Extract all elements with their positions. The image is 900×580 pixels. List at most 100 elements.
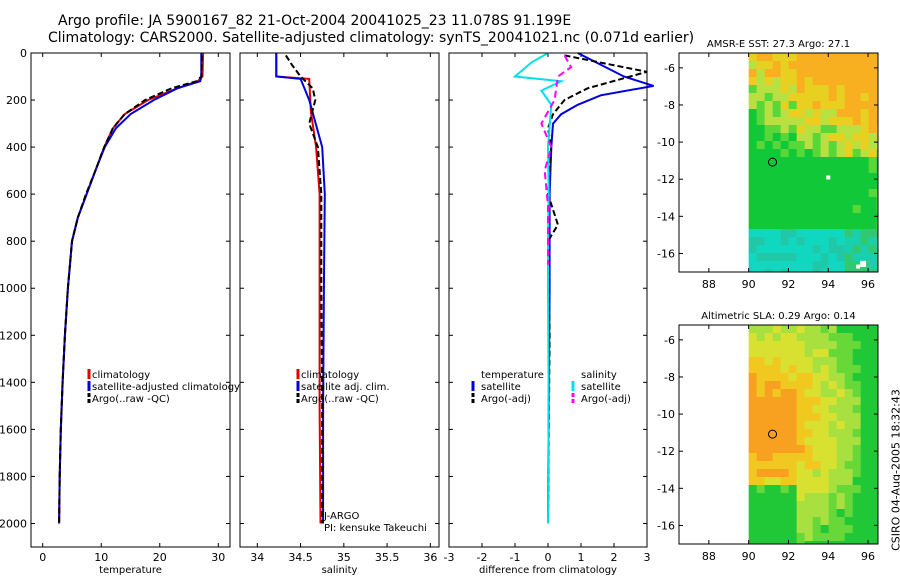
heatmap-cell [788,333,797,342]
heatmap-cell [828,141,837,150]
heatmap-cell [764,453,773,462]
heatmap-cell [788,525,797,534]
heatmap-cell [828,93,837,102]
heatmap-cell [868,381,877,390]
heatmap-cell [764,61,773,70]
heatmap-cell [868,261,877,270]
heatmap-cell [788,181,797,190]
heatmap-cell [820,445,829,454]
heatmap-cell [860,237,869,246]
heatmap-cell [860,197,869,206]
heatmap-cell [788,477,797,486]
heatmap-cell [812,77,821,86]
heatmap-cell [804,125,813,134]
heatmap-cell [756,237,765,246]
heatmap-cell [852,157,861,166]
heatmap-cell [804,85,813,94]
heatmap-cell [780,405,789,414]
heatmap-cell [788,493,797,502]
heatmap-cell [756,85,765,94]
heatmap-cell [868,373,877,382]
heatmap-cell [836,125,845,134]
heatmap-cell [852,469,861,478]
heatmap-cell [836,509,845,518]
heatmap-cell [764,213,773,222]
heatmap-cell [764,341,773,350]
argo-location-marker [768,157,778,167]
heatmap-cell [868,429,877,438]
heatmap-cell [748,133,757,142]
missing-cell [826,175,831,180]
heatmap-cell [804,157,813,166]
heatmap-cells [748,325,879,545]
heatmap-cell [828,173,837,182]
heatmap-cell [828,413,837,422]
heatmap-cell [868,93,877,102]
heatmap-cell [876,397,879,406]
heatmap-cell [820,485,829,494]
heatmap-cell [804,461,813,470]
heatmap-cell [780,501,789,510]
heatmap-cell [796,117,805,126]
heatmap-cell [852,109,861,118]
y-tick-label: -8 [664,371,675,384]
heatmap-cell [756,197,765,206]
heatmap-cell [828,477,837,486]
heatmap-cell [876,405,879,414]
heatmap-cell [852,413,861,422]
heatmap-cell [860,189,869,198]
heatmap-cell [772,509,781,518]
heatmap-cell [780,509,789,518]
heatmap-cell [820,269,829,273]
heatmap-cell [868,421,877,430]
heatmap-cell [876,413,879,422]
heatmap-cell [820,101,829,110]
heatmap-cell [828,165,837,174]
heatmap-cell [876,333,879,342]
panel-temperature: 0 10 20 30 0 200 400 600 800 1000 1200 1400 1600 1800… [0,47,240,576]
heatmap-cell [788,437,797,446]
y-tick-label: 1400 [0,376,27,389]
heatmap-cell [836,85,845,94]
heatmap-cell [852,205,861,214]
heatmap-cell [876,237,879,246]
heatmap-cell [868,365,877,374]
heatmap-cell [860,445,869,454]
heatmap-cell [844,173,853,182]
heatmap-cell [780,173,789,182]
heatmap-cell [812,165,821,174]
heatmap-cell [868,221,877,230]
heatmap-cell [812,525,821,534]
heatmap-cell [876,85,879,94]
legend-label: Argo(-adj) [481,394,531,405]
heatmap-cell [748,109,757,118]
heatmap-cell [796,229,805,238]
plot-frame [30,52,231,548]
heatmap-cell [764,205,773,214]
heatmap-cell [876,477,879,486]
heatmap-cell [820,525,829,534]
heatmap-cell [748,149,757,158]
heatmap-cell [876,245,879,254]
heatmap-cell [804,221,813,230]
heatmap-cell [860,85,869,94]
heatmap-cell [788,253,797,262]
heatmap-cell [756,405,765,414]
x-tick-label: 94 [821,278,835,291]
heatmap-cell [852,421,861,430]
heatmap-cell [876,157,879,166]
heatmap-cell [876,509,879,518]
heatmap-cell [868,437,877,446]
heatmap-cell [748,477,757,486]
heatmap-cell [876,181,879,190]
legend-title: salinity [581,370,617,381]
heatmap-cell [868,109,877,118]
heatmap-cell [860,365,869,374]
heatmap-cell [804,533,813,542]
heatmap-cell [844,469,853,478]
heatmap-cell [756,413,765,422]
heatmap-cell [764,269,773,273]
heatmap-cell [772,133,781,142]
heatmap-cell [804,325,813,334]
y-tick-label: -12 [657,445,675,458]
